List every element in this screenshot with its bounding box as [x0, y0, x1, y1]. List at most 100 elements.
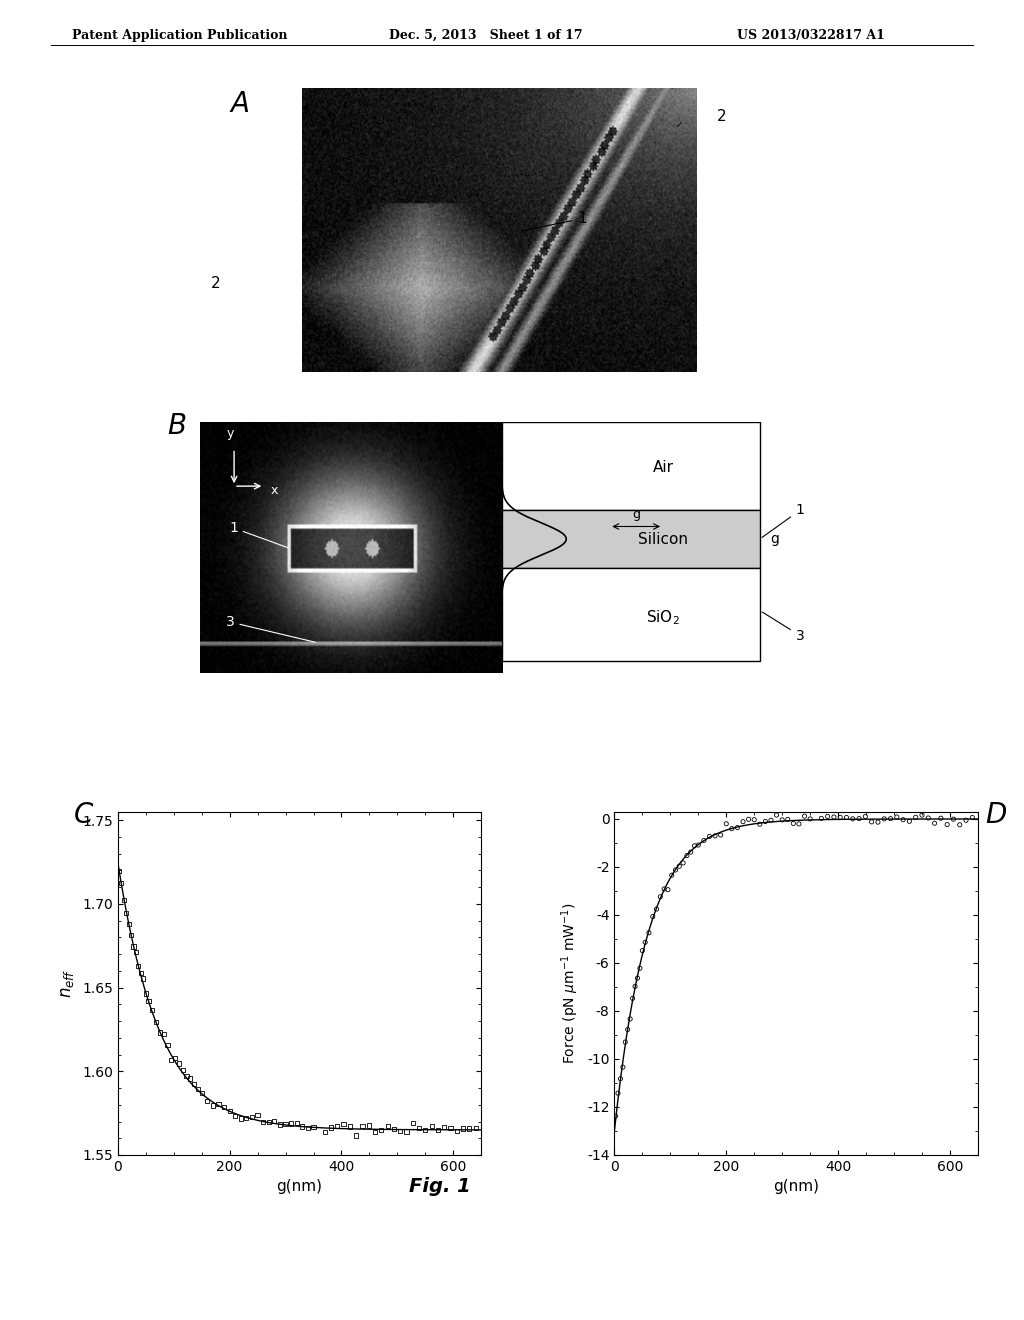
Point — [424, 1115, 440, 1137]
Point — [130, 956, 146, 977]
Point — [637, 932, 653, 953]
Point — [386, 1119, 402, 1140]
Point — [348, 1125, 365, 1146]
Point — [125, 936, 141, 957]
Point — [819, 807, 836, 828]
Point — [851, 808, 867, 829]
Point — [152, 1022, 168, 1043]
Point — [965, 807, 981, 828]
Point — [137, 983, 154, 1005]
Point — [342, 1115, 358, 1137]
Point — [659, 879, 676, 900]
Point — [648, 899, 665, 920]
Text: C: C — [74, 801, 93, 829]
Point — [825, 807, 842, 828]
Point — [625, 987, 641, 1008]
Point — [113, 873, 129, 894]
Text: Silicon: Silicon — [638, 532, 688, 546]
Point — [199, 1090, 215, 1111]
Point — [135, 968, 152, 989]
Point — [336, 1114, 352, 1135]
Point — [921, 808, 937, 829]
Point — [360, 1115, 377, 1137]
Point — [664, 865, 680, 886]
Point — [121, 913, 137, 935]
Point — [951, 814, 968, 836]
Text: 1: 1 — [229, 521, 289, 548]
Point — [701, 826, 718, 847]
Point — [449, 1121, 465, 1142]
Point — [933, 808, 949, 829]
Point — [239, 1107, 255, 1129]
Point — [442, 1118, 459, 1139]
Point — [278, 1114, 294, 1135]
Point — [740, 809, 757, 830]
Point — [774, 809, 791, 830]
Text: 1: 1 — [523, 211, 587, 231]
Point — [668, 859, 684, 880]
Point — [144, 999, 161, 1020]
Point — [271, 1114, 288, 1135]
Point — [123, 924, 139, 945]
Point — [461, 1118, 477, 1139]
Point — [735, 810, 752, 832]
Point — [927, 813, 943, 834]
Point — [250, 1104, 266, 1125]
Point — [877, 808, 893, 829]
Point — [869, 812, 886, 833]
Point — [833, 807, 849, 828]
Point — [707, 825, 723, 846]
Point — [641, 923, 657, 944]
Point — [147, 1011, 164, 1032]
Text: SiO$_2$: SiO$_2$ — [646, 609, 680, 627]
Point — [316, 1122, 333, 1143]
Point — [690, 834, 707, 855]
Point — [683, 842, 699, 863]
Point — [675, 853, 691, 874]
Point — [939, 814, 955, 836]
Point — [883, 808, 899, 829]
Point — [679, 845, 695, 866]
Point — [398, 1121, 415, 1142]
Point — [630, 968, 646, 989]
Bar — [502, 422, 760, 511]
Point — [283, 1113, 299, 1134]
Point — [634, 940, 650, 961]
Point — [889, 807, 905, 828]
Point — [367, 1121, 383, 1142]
Point — [380, 1115, 396, 1137]
Point — [411, 1117, 427, 1138]
Text: 3: 3 — [225, 615, 315, 643]
Point — [607, 1106, 624, 1127]
Point — [757, 810, 773, 832]
Point — [612, 1068, 629, 1089]
Point — [957, 809, 974, 830]
Point — [797, 805, 813, 826]
Text: Patent Application Publication: Patent Application Publication — [72, 29, 287, 42]
Y-axis label: Force (pN $\mu$m$^{-1}$ mW$^{-1}$): Force (pN $\mu$m$^{-1}$ mW$^{-1}$) — [560, 903, 582, 1064]
Point — [116, 890, 132, 911]
Text: B: B — [167, 412, 186, 440]
Text: US 2013/0322817 A1: US 2013/0322817 A1 — [737, 29, 885, 42]
Point — [791, 813, 807, 834]
Point — [189, 1078, 206, 1100]
Point — [945, 809, 962, 830]
Point — [171, 1053, 187, 1074]
Point — [895, 809, 911, 830]
Point — [746, 809, 763, 830]
Point — [779, 809, 796, 830]
Bar — [502, 511, 760, 568]
Point — [436, 1117, 453, 1138]
Point — [729, 817, 745, 838]
Point — [289, 1113, 305, 1134]
Point — [686, 836, 702, 857]
Point — [392, 1121, 409, 1142]
Point — [644, 906, 660, 927]
Point — [768, 804, 784, 825]
Point — [128, 941, 144, 962]
Point — [232, 1107, 249, 1129]
Point — [216, 1096, 232, 1117]
Point — [373, 1119, 389, 1140]
Point — [845, 808, 861, 829]
Point — [695, 830, 712, 851]
